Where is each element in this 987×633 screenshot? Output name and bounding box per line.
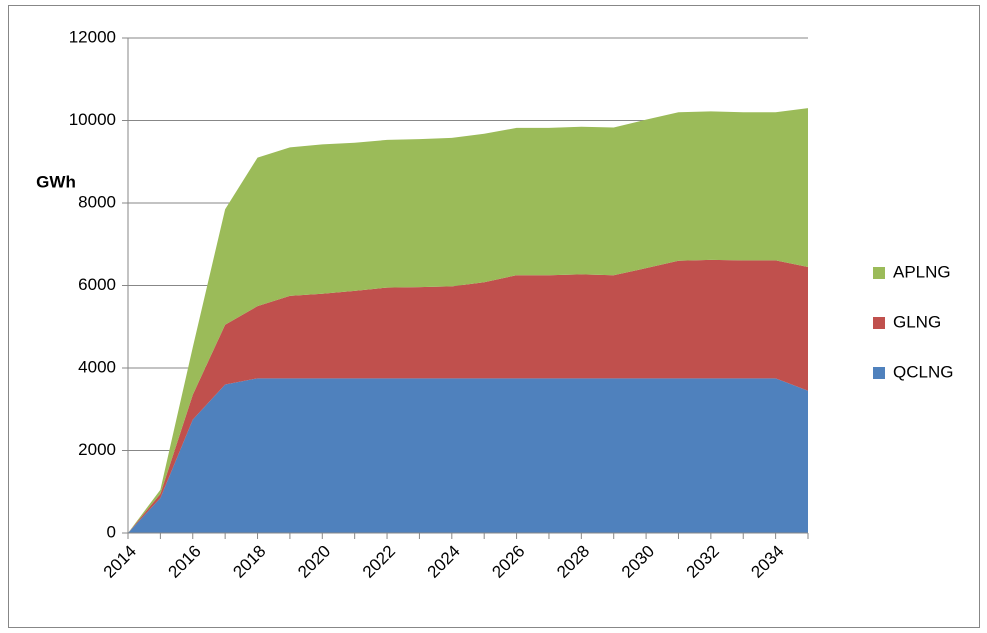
legend-swatch	[873, 267, 885, 279]
legend-label: QCLNG	[893, 362, 953, 381]
y-tick-label: 4000	[78, 357, 116, 376]
y-tick-label: 12000	[69, 27, 116, 46]
legend-label: APLNG	[893, 262, 951, 281]
y-tick-label: 8000	[78, 192, 116, 211]
y-tick-label: 6000	[78, 275, 116, 294]
area	[128, 259, 808, 533]
y-tick-label: 0	[107, 522, 116, 541]
area	[128, 108, 808, 533]
y-axis-label: GWh	[36, 172, 76, 191]
area	[128, 378, 808, 533]
legend-swatch	[873, 367, 885, 379]
y-tick-label: 2000	[78, 440, 116, 459]
legend-swatch	[873, 317, 885, 329]
y-tick-label: 10000	[69, 110, 116, 129]
legend-label: GLNG	[893, 312, 941, 331]
